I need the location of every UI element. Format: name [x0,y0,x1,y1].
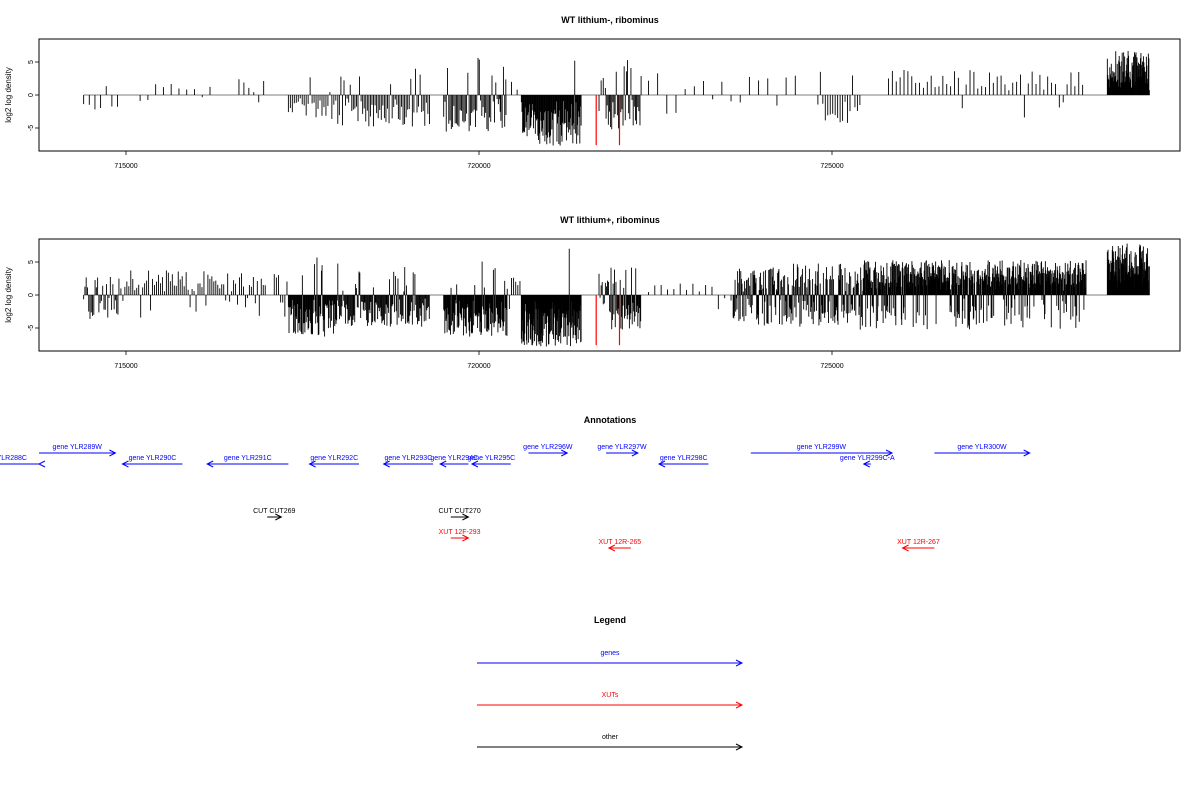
x-tick-label: 725000 [820,163,843,170]
feature-arrow-head [470,460,479,468]
feature-label: gene YLR298C [660,455,708,462]
feature-xut: XUT 12R-267 [897,539,940,552]
feature-label: gene YLR297W [597,444,647,451]
x-tick-label: 715000 [114,163,137,170]
annotations-title: Annotations [584,415,637,425]
feature-arrow-head [308,460,316,468]
x-tick-label: 715000 [114,363,137,370]
feature-label: gene YLR294C [430,455,478,462]
feature-label: gene YLR291C [224,455,272,462]
feature-arrow-head [382,460,390,468]
legend-item-other: other [477,734,744,751]
feature-label: XUT 12F-293 [439,529,481,536]
feature-gene: gene YLR288C [0,455,46,468]
feature-list: gene YLR288C gene YLR289W gene YLR290C gene… [0,444,1031,552]
feature-gene: gene YLR299W [750,444,894,457]
feature-label: CUT CUT270 [438,508,480,515]
feature-label: gene YLR300W [957,444,1007,451]
annotations-track: Annotations gene YLR288Cgene YLR289Wgene… [0,415,1031,552]
feature-gene: gene YLR300W [934,444,1031,457]
feature-arrow-head [862,460,870,468]
legend-label: genes [600,650,620,657]
density-bars [83,243,1150,347]
feature-gene: gene YLR297W [597,444,647,457]
feature-gene: gene YLR295C [467,455,515,468]
feature-xut: XUT 12F-293 [439,529,481,542]
axes: -5 0 5 715000 720000 725000 [28,39,844,170]
legend-item-gene: genes [477,650,744,667]
axes: -5 0 5 715000 720000 725000 [28,239,844,370]
feature-gene: gene YLR298C [657,455,709,468]
feature-label: gene YLR299W [797,444,847,451]
feature-arrow-head [121,460,129,468]
density-panel-lithium-minus: WT lithium-, ribominus log2 log density … [4,15,1181,170]
y-tick-label: 0 [28,293,35,297]
legend: Legend genes XUTs other [477,615,744,751]
feature-label: gene YLR296W [523,444,573,451]
feature-arrow-head [1023,449,1031,457]
feature-arrow-head [206,460,214,468]
feature-arrow-head [561,449,569,457]
feature-gene: gene YLR294C [430,455,478,468]
legend-arrow-head [735,701,744,709]
x-tick-label: 720000 [467,163,490,170]
legend-item-xut: XUTs [477,692,744,709]
y-tick-label: 5 [28,260,35,264]
feature-gene: gene YLR292C [308,455,359,468]
feature-gene: gene YLR299C-A [840,455,895,468]
x-tick-label: 725000 [820,363,843,370]
feature-arrow-head [109,449,117,457]
legend-arrow-head [735,743,744,751]
density-bars [83,50,1150,146]
feature-gene: gene YLR290C [121,455,183,468]
feature-xut: XUT 12R-265 [599,539,642,552]
feature-label: gene YLR293C [385,455,433,462]
legend-items: genes XUTs other [477,650,744,751]
feature-label: gene YLR289W [53,444,103,451]
feature-other: CUT CUT270 [438,508,481,521]
y-tick-label: -5 [28,325,35,331]
feature-label: XUT 12R-267 [897,539,940,546]
feature-label: XUT 12R-265 [599,539,642,546]
panel-title: WT lithium-, ribominus [561,15,659,25]
panel-title: WT lithium+, ribominus [560,215,660,225]
feature-label: gene YLR292C [310,455,358,462]
feature-label: gene YLR288C [0,455,27,462]
legend-arrow-head [735,659,744,667]
density-panel-lithium-plus: WT lithium+, ribominus log2 log density … [4,215,1181,370]
highlight-bars [595,295,621,346]
y-axis-label: log2 log density [4,67,13,123]
legend-title: Legend [594,615,626,625]
feature-gene: gene YLR289W [39,444,117,457]
feature-label: CUT CUT269 [253,508,295,515]
feature-label: gene YLR295C [467,455,515,462]
feature-gene: gene YLR293C [382,455,434,468]
feature-arrow-head [607,544,616,552]
feature-arrow-head [462,513,470,521]
y-tick-label: 0 [28,93,35,97]
feature-arrow-head [439,460,447,468]
feature-arrow-head [37,460,46,468]
feature-other: CUT CUT269 [253,508,295,521]
feature-arrow-head [631,449,639,457]
feature-arrow-head [275,513,283,521]
feature-arrow-head [462,534,470,542]
feature-arrow-head [885,449,894,457]
legend-label: other [602,734,619,741]
highlight-bars [595,95,621,146]
legend-label: XUTs [602,692,619,699]
feature-gene: gene YLR291C [206,455,289,468]
y-tick-label: -5 [28,125,35,131]
feature-gene: gene YLR296W [523,444,573,457]
feature-arrow-head [901,544,909,552]
feature-label: gene YLR290C [129,455,177,462]
y-axis-label: log2 log density [4,267,13,323]
feature-arrow-head [657,460,666,468]
x-tick-label: 720000 [467,363,490,370]
y-tick-label: 5 [28,60,35,64]
feature-label: gene YLR299C-A [840,455,895,462]
